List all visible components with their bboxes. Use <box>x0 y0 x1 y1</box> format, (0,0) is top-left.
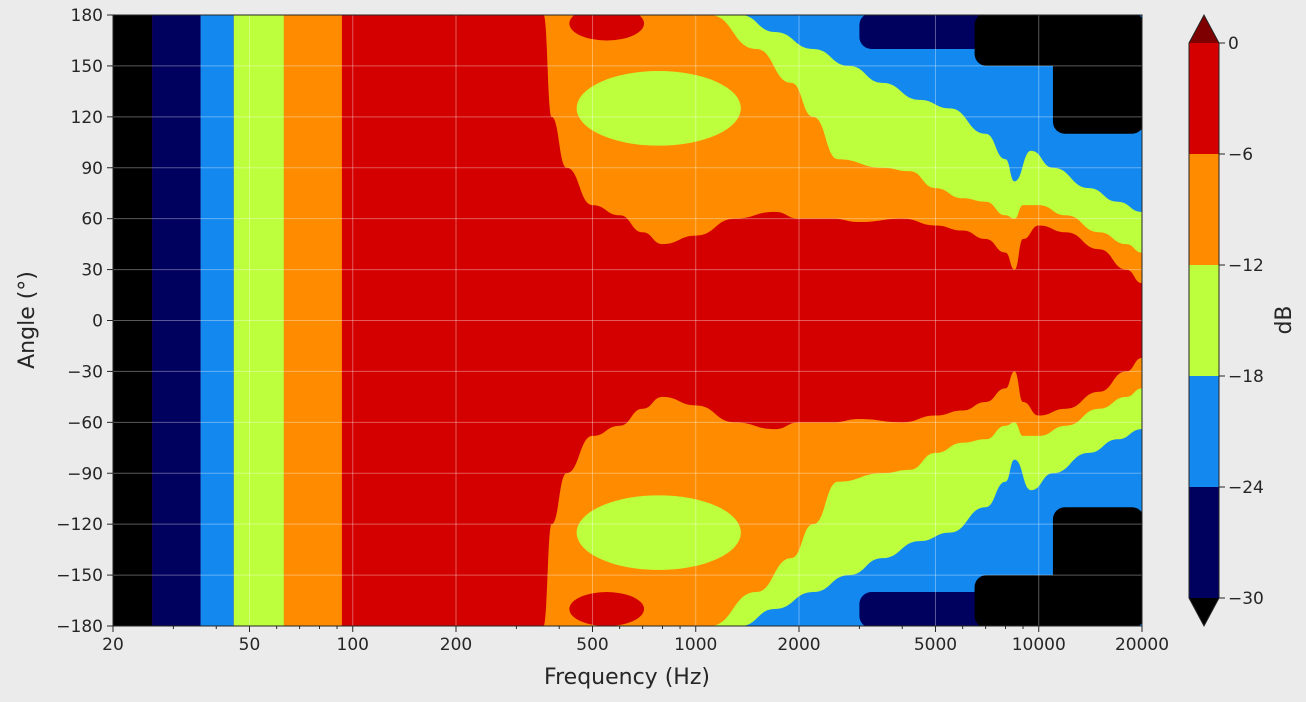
y-tick-label-6: 0 <box>92 312 103 332</box>
colorbar-band-3 <box>1189 154 1219 265</box>
y-tick-label-10: −120 <box>56 515 103 535</box>
colorbar-label: dB <box>1272 305 1297 334</box>
band-4 <box>283 15 342 626</box>
band-0 <box>113 15 153 626</box>
x-axis-title: Frequency (Hz) <box>544 665 710 690</box>
band-3 <box>233 15 284 626</box>
y-axis-title: Angle (°) <box>15 271 40 369</box>
y-tick-label-9: −90 <box>67 464 103 484</box>
x-tick-label-9: 20000 <box>1115 635 1169 655</box>
y-tick-label-3: 90 <box>81 159 103 179</box>
colorbar-tick-label-1: −6 <box>1228 145 1253 165</box>
colorbar-tick-label-2: −12 <box>1228 256 1264 276</box>
y-tick-label-7: −30 <box>67 362 103 382</box>
colorbar-tick-label-5: −30 <box>1228 589 1264 609</box>
x-tick-label-3: 200 <box>440 635 472 655</box>
y-axis-ticks: 180 150 120 90 60 30 0 −30 −60 −90 −120 −150 −180 <box>56 6 113 637</box>
y-tick-label-11: −150 <box>56 566 103 586</box>
x-tick-label-5: 1000 <box>674 635 717 655</box>
grid-lines <box>113 15 1142 626</box>
contour-islands <box>569 15 741 626</box>
y-tick-label-8: −60 <box>67 413 103 433</box>
colorbar-over-arrow <box>1189 15 1219 43</box>
island-1 <box>576 495 741 570</box>
band-2 <box>200 15 234 626</box>
x-tick-label-0: 20 <box>102 635 124 655</box>
y-tick-label-1: 150 <box>71 57 103 77</box>
deep-region-2 <box>1052 15 1142 134</box>
colorbar: 0 −6 −12 −18 −24 −30 <box>1188 13 1264 628</box>
colorbar-band-1 <box>1189 376 1219 487</box>
y-tick-label-5: 30 <box>81 261 103 281</box>
x-tick-label-8: 10000 <box>1012 635 1066 655</box>
x-tick-label-6: 2000 <box>777 635 820 655</box>
colorbar-band-2 <box>1189 265 1219 376</box>
island-3 <box>569 592 645 626</box>
colorbar-tick-label-0: 0 <box>1228 34 1239 54</box>
x-axis-ticks: 20 50 100 200 500 1000 2000 5000 10000 20000 <box>102 626 1169 655</box>
island-0 <box>576 71 741 146</box>
colorbar-tick-label-3: −18 <box>1228 367 1264 387</box>
x-tick-label-4: 500 <box>576 635 608 655</box>
y-tick-label-0: 180 <box>71 6 103 26</box>
colorbar-band-4 <box>1189 43 1219 154</box>
x-tick-label-7: 5000 <box>914 635 957 655</box>
x-tick-label-2: 100 <box>337 635 369 655</box>
x-tick-label-1: 50 <box>239 635 261 655</box>
y-tick-label-2: 120 <box>71 108 103 128</box>
island-2 <box>569 15 645 41</box>
band-1 <box>152 15 201 626</box>
deep-region-5 <box>1052 507 1142 626</box>
y-tick-label-4: 60 <box>81 210 103 230</box>
colorbar-band-0 <box>1189 487 1219 598</box>
y-tick-label-12: −180 <box>56 617 103 637</box>
colorbar-under-arrow <box>1189 598 1219 626</box>
colorbar-tick-label-4: −24 <box>1228 478 1264 498</box>
plot-area <box>113 15 1142 626</box>
